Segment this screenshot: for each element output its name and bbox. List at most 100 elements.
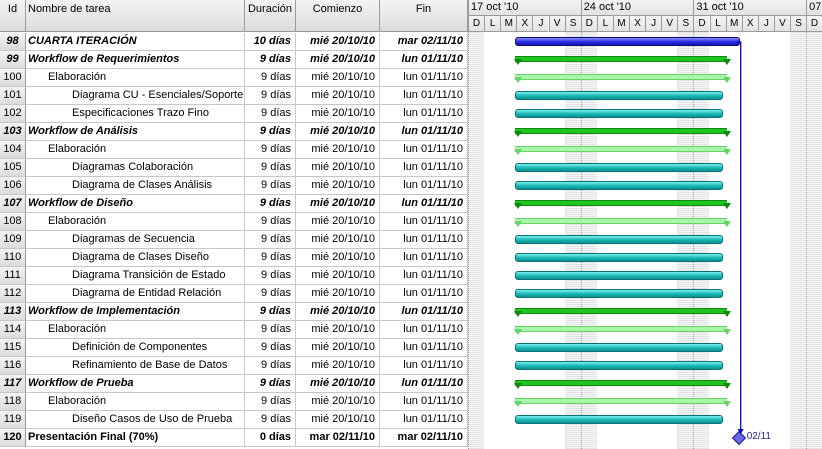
- table-row[interactable]: 99 Workflow de Requerimientos 9 días mié 20…: [0, 51, 468, 69]
- summary-cap: [514, 59, 523, 65]
- table-row[interactable]: 109 Diagramas de Secuencia 9 días mié 20/10…: [0, 231, 468, 249]
- task-bar[interactable]: [515, 343, 723, 352]
- table-row[interactable]: 119 Diseño Casos de Uso de Prueba 9 días mi…: [0, 411, 468, 429]
- column-header-end[interactable]: Fin: [380, 0, 468, 32]
- table-row[interactable]: 113 Workflow de Implementación 9 días mié 2…: [0, 303, 468, 321]
- cell-end: lun 01/11/10: [380, 231, 468, 249]
- task-bar[interactable]: [515, 415, 723, 424]
- summary-cap: [514, 77, 523, 83]
- cell-name: Diagramas de Secuencia: [26, 231, 245, 249]
- cell-name: Workflow de Implementación: [26, 303, 245, 321]
- task-bar[interactable]: [515, 289, 723, 298]
- task-table: Id Nombre de tarea Duración Comienzo Fin…: [0, 0, 468, 447]
- summary-bar[interactable]: [515, 56, 727, 62]
- cell-start: mié 20/10/10: [296, 393, 380, 411]
- day-label: D: [468, 16, 485, 32]
- gantt-chart[interactable]: 17 oct '10 24 oct '10 31 oct '10 07 D L M X J V S D…: [468, 0, 822, 449]
- cell-id: 118: [0, 393, 26, 411]
- table-row[interactable]: 115 Definición de Componentes 9 días mié 20…: [0, 339, 468, 357]
- cell-duration: 9 días: [245, 357, 296, 375]
- task-bar[interactable]: [515, 253, 723, 262]
- cell-duration: 9 días: [245, 285, 296, 303]
- cell-name: Elaboración: [26, 141, 245, 159]
- task-bar[interactable]: [515, 91, 723, 100]
- summary-cap: [722, 59, 731, 65]
- table-row[interactable]: 100 Elaboración 9 días mié 20/10/10 lun 01/1…: [0, 69, 468, 87]
- cell-name: Diagrama de Entidad Relación: [26, 285, 245, 303]
- column-header-duration[interactable]: Duración: [245, 0, 296, 32]
- table-row[interactable]: 101 Diagrama CU - Esenciales/Soporte 9 día…: [0, 87, 468, 105]
- table-row[interactable]: 106 Diagrama de Clases Análisis 9 días mié …: [0, 177, 468, 195]
- cell-name: Workflow de Prueba: [26, 375, 245, 393]
- day-label: L: [596, 16, 613, 32]
- table-row[interactable]: 103 Workflow de Análisis 9 días mié 20/10/1…: [0, 123, 468, 141]
- week-label: 07: [806, 0, 822, 16]
- summary-cap: [514, 311, 523, 317]
- summary-bar[interactable]: [515, 218, 727, 224]
- summary-bar[interactable]: [515, 74, 727, 80]
- table-row[interactable]: 104 Elaboración 9 días mié 20/10/10 lun 01/1…: [0, 141, 468, 159]
- cell-start: mié 20/10/10: [296, 303, 380, 321]
- table-row[interactable]: 120 Presentación Final (70%) 0 días mar 02/…: [0, 429, 468, 447]
- summary-cap: [722, 221, 731, 227]
- table-row[interactable]: 118 Elaboración 9 días mié 20/10/10 lun 01/1…: [0, 393, 468, 411]
- table-row[interactable]: 108 Elaboración 9 días mié 20/10/10 lun 01/1…: [0, 213, 468, 231]
- table-row[interactable]: 117 Workflow de Prueba 9 días mié 20/10/10 l…: [0, 375, 468, 393]
- summary-cap: [722, 203, 731, 209]
- table-row[interactable]: 105 Diagramas Colaboración 9 días mié 20/10…: [0, 159, 468, 177]
- summary-bar[interactable]: [515, 380, 727, 386]
- cell-id: 104: [0, 141, 26, 159]
- column-header-id[interactable]: Id: [0, 0, 26, 32]
- task-bar[interactable]: [515, 361, 723, 370]
- table-row[interactable]: 114 Elaboración 9 días mié 20/10/10 lun 01/1…: [0, 321, 468, 339]
- table-row[interactable]: 116 Refinamiento de Base de Datos 9 días mi…: [0, 357, 468, 375]
- milestone-diamond[interactable]: [731, 430, 746, 446]
- cell-end: lun 01/11/10: [380, 357, 468, 375]
- summary-bar[interactable]: [515, 128, 727, 134]
- cell-end: lun 01/11/10: [380, 303, 468, 321]
- summary-cap: [514, 329, 523, 335]
- table-row[interactable]: 111 Diagrama Transición de Estado 9 días mi…: [0, 267, 468, 285]
- table-row[interactable]: 102 Especificaciones Trazo Fino 9 días mié …: [0, 105, 468, 123]
- cell-duration: 9 días: [245, 69, 296, 87]
- cell-name: Diagrama Transición de Estado: [26, 267, 245, 285]
- day-label: S: [677, 16, 694, 32]
- summary-cap: [722, 383, 731, 389]
- cell-duration: 9 días: [245, 177, 296, 195]
- cell-name: CUARTA ITERACIÓN: [26, 33, 245, 51]
- table-row[interactable]: 112 Diagrama de Entidad Relación 9 días mié…: [0, 285, 468, 303]
- summary-bar[interactable]: [515, 200, 727, 206]
- summary-bar[interactable]: [515, 308, 727, 314]
- summary-cap: [514, 221, 523, 227]
- cell-start: mié 20/10/10: [296, 159, 380, 177]
- project-summary-bar[interactable]: [515, 37, 740, 46]
- table-row[interactable]: 98 CUARTA ITERACIÓN 10 días mié 20/10/10 mar…: [0, 33, 468, 51]
- cell-name: Elaboración: [26, 213, 245, 231]
- cell-id: 109: [0, 231, 26, 249]
- task-bar[interactable]: [515, 109, 723, 118]
- cell-id: 102: [0, 105, 26, 123]
- column-header-name[interactable]: Nombre de tarea: [26, 0, 245, 32]
- day-label: S: [564, 16, 581, 32]
- cell-start: mar 02/11/10: [296, 429, 380, 447]
- cell-id: 116: [0, 357, 26, 375]
- summary-bar[interactable]: [515, 398, 727, 404]
- cell-duration: 9 días: [245, 51, 296, 69]
- week-label: 31 oct '10: [693, 0, 807, 16]
- column-header-start[interactable]: Comienzo: [296, 0, 380, 32]
- task-bar[interactable]: [515, 163, 723, 172]
- cell-duration: 0 días: [245, 429, 296, 447]
- table-row[interactable]: 107 Workflow de Diseño 9 días mié 20/10/10 l…: [0, 195, 468, 213]
- summary-bar[interactable]: [515, 146, 727, 152]
- task-bar[interactable]: [515, 235, 723, 244]
- day-label: M: [500, 16, 517, 32]
- task-bar[interactable]: [515, 181, 723, 190]
- cell-end: lun 01/11/10: [380, 195, 468, 213]
- cell-duration: 9 días: [245, 105, 296, 123]
- table-row[interactable]: 110 Diagrama de Clases Diseño 9 días mié 20…: [0, 249, 468, 267]
- summary-bar[interactable]: [515, 326, 727, 332]
- cell-end: lun 01/11/10: [380, 141, 468, 159]
- cell-start: mié 20/10/10: [296, 51, 380, 69]
- task-bar[interactable]: [515, 271, 723, 280]
